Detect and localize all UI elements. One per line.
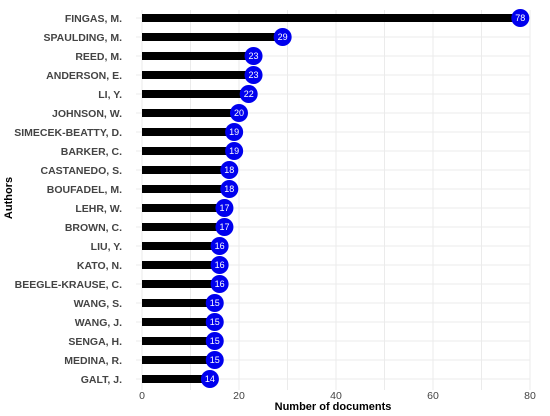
data-label: 18 <box>224 165 234 175</box>
bar <box>142 52 254 60</box>
y-tick-label: LEHR, W. <box>75 203 122 215</box>
point <box>205 332 224 350</box>
data-label: 23 <box>249 51 259 61</box>
point <box>210 256 229 274</box>
point <box>239 85 258 103</box>
bar <box>142 299 215 307</box>
point <box>210 237 229 255</box>
point <box>244 66 263 84</box>
data-label: 17 <box>219 203 229 213</box>
y-tick-label: SENGA, H. <box>68 336 122 348</box>
bar <box>142 280 220 288</box>
data-label: 29 <box>278 32 288 42</box>
data-label: 23 <box>249 70 259 80</box>
y-axis-ticks: FINGAS, M. SPAULDING, M. REED, M. ANDERSON,… <box>14 13 122 386</box>
data-label: 16 <box>215 260 225 270</box>
y-tick-label: FINGAS, M. <box>65 13 122 25</box>
y-tick-label: WANG, S. <box>74 298 123 310</box>
y-tick-label: JOHNSON, W. <box>52 108 122 120</box>
x-tick-label: 0 <box>139 390 145 402</box>
point <box>273 28 292 46</box>
y-tick-label: LI, Y. <box>98 89 122 101</box>
bar <box>142 261 220 269</box>
data-label: 14 <box>205 374 215 384</box>
bar <box>142 109 239 117</box>
data-label: 17 <box>219 222 229 232</box>
y-tick-label: KATO, N. <box>77 260 122 272</box>
data-label: 19 <box>229 146 239 156</box>
point <box>205 313 224 331</box>
point <box>215 218 234 236</box>
x-axis-ticks: 0 20 40 60 80 <box>139 390 536 402</box>
data-label: 15 <box>210 317 220 327</box>
y-tick-label: REED, M. <box>75 51 122 63</box>
x-axis-title: Number of documents <box>275 401 392 413</box>
y-tick-label: GALT, J. <box>81 374 122 386</box>
grid <box>136 10 531 390</box>
data-label: 16 <box>215 241 225 251</box>
point <box>225 142 244 160</box>
bar <box>142 318 215 326</box>
bar <box>142 375 210 383</box>
data-label: 19 <box>229 127 239 137</box>
point <box>511 9 530 27</box>
data-label: 15 <box>210 336 220 346</box>
y-tick-label: BEEGLE-KRAUSE, C. <box>15 279 122 291</box>
data-label: 20 <box>234 108 244 118</box>
y-tick-label: BARKER, C. <box>61 146 122 158</box>
bar <box>142 242 220 250</box>
data-label: 16 <box>215 279 225 289</box>
y-axis-title: Authors <box>3 177 15 219</box>
bar <box>142 147 235 155</box>
bar <box>142 185 230 193</box>
point <box>225 123 244 141</box>
point <box>220 180 239 198</box>
bar <box>142 14 521 22</box>
point <box>230 104 248 122</box>
y-tick-label: SIMECEK-BEATTY, D. <box>14 127 122 139</box>
point <box>205 351 224 369</box>
bar <box>142 71 254 79</box>
y-tick-label: CASTANEDO, S. <box>41 165 123 177</box>
y-tick-label: LIU, Y. <box>91 241 122 253</box>
data-label: 15 <box>210 298 220 308</box>
x-tick-label: 60 <box>427 390 439 402</box>
x-tick-label: 40 <box>330 390 342 402</box>
data-label: 78 <box>515 13 525 23</box>
data-label: 18 <box>224 184 234 194</box>
bar <box>142 128 235 136</box>
point <box>215 199 234 217</box>
bar <box>142 33 283 41</box>
bar <box>142 223 225 231</box>
point <box>220 161 239 179</box>
bar <box>142 166 230 174</box>
y-tick-label: ANDERSON, E. <box>46 70 122 82</box>
bar <box>142 204 225 212</box>
x-tick-label: 20 <box>233 390 245 402</box>
x-tick-label: 80 <box>524 390 536 402</box>
point <box>205 294 224 312</box>
y-tick-label: BOUFADEL, M. <box>47 184 122 196</box>
point <box>244 47 263 65</box>
bar <box>142 90 249 98</box>
bar <box>142 337 215 345</box>
bar <box>142 356 215 364</box>
y-tick-label: SPAULDING, M. <box>43 32 122 44</box>
point <box>210 275 229 293</box>
data-label: 15 <box>210 355 220 365</box>
y-tick-label: WANG, J. <box>75 317 122 329</box>
data-label: 22 <box>244 89 254 99</box>
point <box>200 370 219 388</box>
y-tick-label: BROWN, C. <box>65 222 122 234</box>
y-tick-label: MEDINA, R. <box>64 355 122 367</box>
